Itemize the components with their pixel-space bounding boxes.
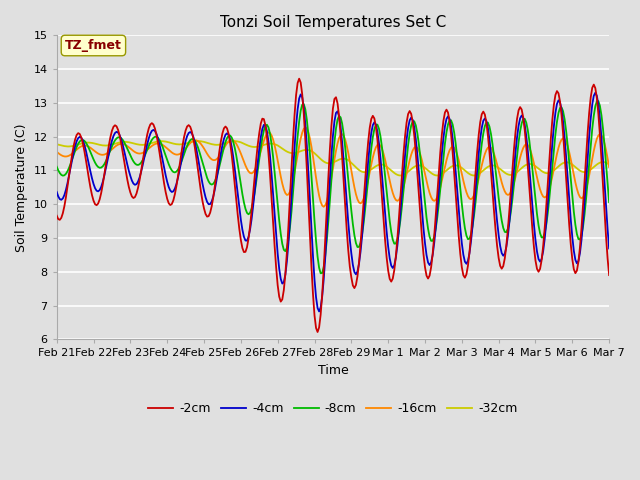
-4cm <box>387 263 395 268</box>
-8cm <box>387 229 395 235</box>
-4cm <box>540 249 547 254</box>
Line: -8cm: -8cm <box>57 101 609 273</box>
-32cm <box>369 166 377 171</box>
-2cm <box>314 329 321 335</box>
-32cm <box>194 138 202 144</box>
-2cm <box>156 150 163 156</box>
-2cm <box>295 76 303 82</box>
-2cm <box>401 133 409 139</box>
-16cm <box>156 141 163 146</box>
-16cm <box>401 178 409 184</box>
-4cm <box>316 309 323 314</box>
X-axis label: Time: Time <box>317 364 348 377</box>
-2cm <box>53 213 61 218</box>
Line: -4cm: -4cm <box>57 93 609 312</box>
-16cm <box>301 124 309 130</box>
-2cm <box>541 226 548 231</box>
-4cm <box>68 157 76 163</box>
-16cm <box>605 164 613 170</box>
-8cm <box>68 157 76 163</box>
-16cm <box>53 149 61 155</box>
-4cm <box>591 90 599 96</box>
-32cm <box>68 143 76 149</box>
Title: Tonzi Soil Temperatures Set C: Tonzi Soil Temperatures Set C <box>220 15 446 30</box>
-32cm <box>401 171 409 177</box>
-4cm <box>156 142 163 148</box>
-8cm <box>369 134 377 140</box>
-4cm <box>605 246 613 252</box>
-4cm <box>53 189 61 195</box>
-8cm <box>156 137 163 143</box>
-16cm <box>320 204 328 210</box>
-2cm <box>605 272 613 278</box>
Line: -16cm: -16cm <box>57 127 609 207</box>
-32cm <box>541 170 548 176</box>
-8cm <box>53 164 61 169</box>
-16cm <box>541 194 548 200</box>
Legend: -2cm, -4cm, -8cm, -16cm, -32cm: -2cm, -4cm, -8cm, -16cm, -32cm <box>143 397 523 420</box>
-4cm <box>369 122 377 128</box>
-32cm <box>397 173 404 179</box>
-2cm <box>371 116 378 121</box>
-2cm <box>389 276 397 281</box>
-8cm <box>605 199 613 205</box>
-8cm <box>540 235 547 240</box>
-2cm <box>68 152 76 158</box>
-8cm <box>317 270 324 276</box>
-8cm <box>595 98 602 104</box>
-4cm <box>399 170 407 176</box>
Y-axis label: Soil Temperature (C): Soil Temperature (C) <box>15 123 28 252</box>
-16cm <box>68 151 76 156</box>
-16cm <box>389 190 397 196</box>
-32cm <box>387 168 395 173</box>
-32cm <box>53 142 61 147</box>
-8cm <box>399 188 407 193</box>
-16cm <box>371 149 378 155</box>
Text: TZ_fmet: TZ_fmet <box>65 39 122 52</box>
Line: -2cm: -2cm <box>57 79 609 332</box>
-32cm <box>605 162 613 168</box>
Line: -32cm: -32cm <box>57 141 609 176</box>
-32cm <box>156 138 163 144</box>
